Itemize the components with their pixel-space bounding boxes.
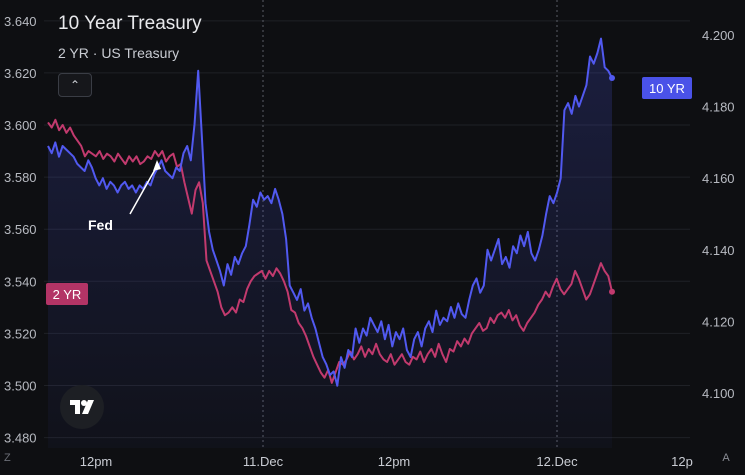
x-axis-tick-label: 11.Dec: [243, 454, 284, 469]
left-axis-tick-label: 3.640: [4, 14, 37, 29]
series-label-box: [642, 77, 692, 99]
right-axis-tick-label: 4.140: [702, 243, 735, 258]
series-line-2-yr: [47, 118, 613, 384]
left-axis-tick-label: 3.540: [4, 274, 37, 289]
right-axis-tick-label: 4.180: [702, 100, 735, 115]
collapse-button[interactable]: ⌃: [58, 73, 92, 97]
series-label-2yr: 2 YR: [53, 287, 82, 302]
auto-scale-button[interactable]: A: [722, 452, 730, 464]
right-axis-tick-label: 4.120: [702, 314, 735, 329]
chart-title: 10 Year Treasury: [58, 13, 202, 34]
left-axis-tick-label: 3.500: [4, 378, 37, 393]
scale-toggle-button[interactable]: Z: [4, 452, 11, 464]
left-axis-tick-label: 3.520: [4, 326, 37, 341]
x-axis-tick-label: 12p: [671, 454, 693, 469]
right-axis-tick-label: 4.200: [702, 28, 735, 43]
annotation-arrow-line: [129, 165, 158, 215]
left-axis-tick-label: 3.480: [4, 431, 37, 446]
x-axis-tick-label: 12pm: [378, 454, 411, 469]
x-axis-tick-label: 12.Dec: [536, 454, 578, 469]
series-line-10-yr: [47, 37, 613, 387]
tradingview-logo-icon: [70, 400, 94, 414]
annotation-arrow-head: [153, 160, 161, 171]
x-axis-tick-label: 12pm: [80, 454, 113, 469]
series-last-point: [609, 288, 615, 295]
series-area-10yr: [48, 38, 612, 448]
right-axis-tick-label: 4.160: [702, 171, 735, 186]
series-label-10yr: 10 YR: [649, 81, 685, 96]
tradingview-logo[interactable]: [60, 385, 104, 429]
chart-subtitle: 2 YR · US Treasury: [58, 45, 180, 61]
series-last-point: [609, 75, 615, 82]
annotation-fed: Fed: [88, 217, 113, 233]
left-axis-tick-label: 3.560: [4, 222, 37, 237]
left-axis-tick-label: 3.620: [4, 66, 37, 81]
left-axis-tick-label: 3.580: [4, 170, 37, 185]
chevron-up-icon: ⌃: [69, 78, 81, 92]
right-axis-tick-label: 4.100: [702, 386, 735, 401]
left-axis-tick-label: 3.600: [4, 118, 37, 133]
series-label-box: [46, 283, 88, 305]
